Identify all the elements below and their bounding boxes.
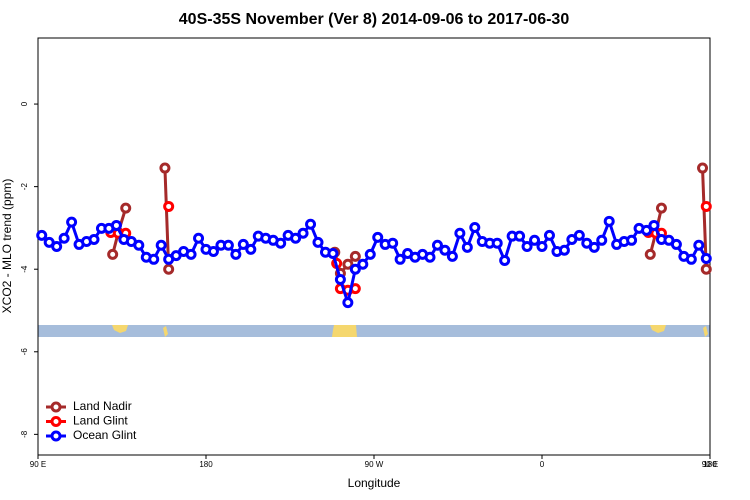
y-tick-label: -6 [20, 348, 29, 356]
point [349, 250, 361, 262]
chart-title: 40S-35S November (Ver 8) 2014-09-06 to 2… [179, 11, 570, 28]
legend-label: Ocean Glint [73, 428, 137, 442]
point [36, 229, 48, 241]
legend-marker [50, 401, 62, 413]
point [163, 200, 175, 212]
x-tick-label: 90 E [30, 460, 46, 469]
point [603, 215, 615, 227]
point [312, 236, 324, 248]
point [588, 241, 600, 253]
point [148, 253, 160, 265]
point [700, 200, 712, 212]
point [387, 237, 399, 249]
point [644, 248, 656, 260]
point [155, 239, 167, 251]
x-tick-label: 90 W [365, 460, 384, 469]
point [558, 244, 570, 256]
land-strip [38, 325, 710, 337]
point [245, 243, 257, 255]
point [275, 237, 287, 249]
x-tick-label: 90 E [702, 460, 718, 469]
land-blob [163, 326, 168, 337]
point [394, 253, 406, 265]
point [514, 230, 526, 242]
legend-label: Land Glint [73, 414, 128, 428]
point [342, 297, 354, 309]
point [499, 255, 511, 267]
point [349, 263, 361, 275]
y-tick-label: 0 [20, 101, 29, 106]
point [342, 258, 354, 270]
point [543, 229, 555, 241]
x-tick-label: 180 [703, 460, 717, 469]
point [334, 274, 346, 286]
point [693, 239, 705, 251]
legend-label: Land Nadir [73, 399, 132, 413]
point [536, 241, 548, 252]
point [461, 241, 473, 253]
land-blob [703, 326, 708, 337]
point [626, 234, 638, 246]
point [185, 248, 197, 260]
y-tick-label: -4 [20, 265, 29, 273]
point [110, 219, 122, 231]
point [66, 216, 78, 228]
point [469, 222, 481, 234]
legend-marker [50, 416, 62, 427]
point [648, 219, 660, 231]
point [357, 258, 369, 270]
land-blob [650, 325, 666, 333]
land-blob [112, 325, 128, 333]
point [521, 241, 533, 252]
point [491, 237, 503, 249]
point [697, 162, 709, 174]
point [431, 239, 443, 251]
point [573, 229, 585, 241]
point [237, 238, 249, 250]
point [133, 239, 145, 251]
point [364, 248, 376, 260]
point [230, 248, 242, 260]
y-axis-label: XCO2 - MLO trend (ppm) [0, 179, 14, 314]
point [222, 239, 234, 251]
point [439, 244, 451, 256]
point [107, 248, 119, 260]
point [700, 263, 712, 275]
point [163, 263, 175, 275]
point [655, 202, 667, 214]
point [159, 162, 171, 174]
point [372, 231, 384, 243]
y-tick-label: -8 [20, 430, 29, 438]
legend-marker [50, 430, 62, 442]
point [529, 234, 541, 246]
point [596, 234, 608, 246]
point [297, 227, 309, 239]
land-blob [332, 325, 357, 337]
point [700, 252, 712, 264]
point [641, 224, 653, 236]
point [207, 245, 219, 257]
point [120, 202, 132, 214]
point [88, 233, 100, 245]
point [327, 248, 339, 260]
point [305, 218, 317, 230]
x-tick-label: 0 [540, 460, 545, 469]
point [51, 241, 63, 252]
x-tick-label: 180 [199, 460, 213, 469]
y-tick-label: -2 [20, 183, 29, 191]
x-axis-label: Longitude [348, 476, 401, 490]
ocean-band [38, 325, 710, 337]
point [193, 232, 205, 244]
point [424, 251, 436, 263]
point [446, 250, 458, 262]
point [685, 253, 697, 265]
point [58, 232, 70, 244]
point [290, 232, 302, 244]
point [454, 227, 466, 239]
point [670, 238, 682, 250]
